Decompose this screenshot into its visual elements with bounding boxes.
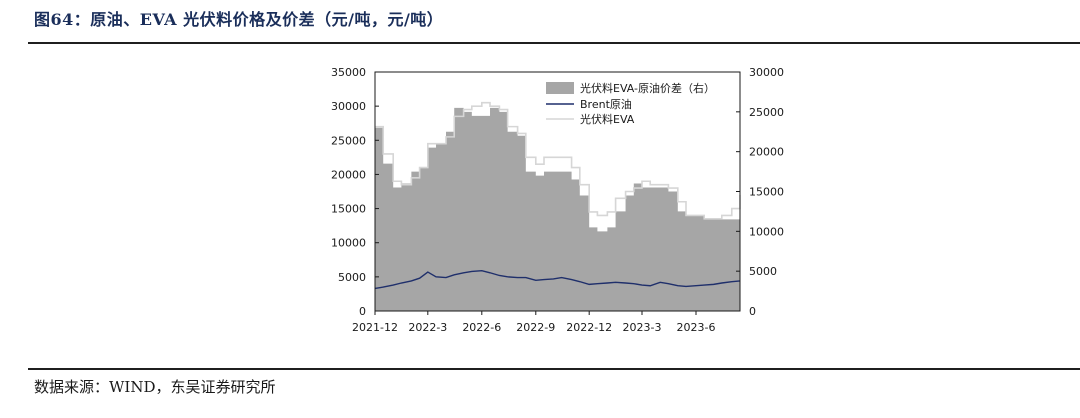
x-axis-tick-label: 2022-12 [566, 321, 612, 334]
eva-price-line [375, 101, 741, 220]
left-axis-tick-label: 0 [359, 305, 366, 318]
right-axis-tick-label: 0 [749, 305, 756, 318]
right-axis-tick-label: 10000 [749, 225, 784, 238]
left-axis-tick-label: 10000 [331, 237, 366, 250]
left-axis-tick-label: 25000 [331, 134, 366, 147]
x-axis-tick-label: 2021-12 [352, 321, 398, 334]
right-axis-tick-label: 5000 [749, 265, 777, 278]
left-axis-tick-label: 30000 [331, 100, 366, 113]
bottom-rule [28, 368, 1080, 370]
legend-label-spread: 光伏料EVA-原油价差（右） [580, 81, 715, 95]
right-axis-tick-label: 20000 [749, 146, 784, 159]
right-axis-tick-label: 25000 [749, 106, 784, 119]
left-axis-tick-label: 35000 [331, 66, 366, 79]
source-note: 数据来源：WIND，东吴证券研究所 [34, 378, 276, 396]
left-axis-tick-label: 20000 [331, 168, 366, 181]
right-axis-tick-label: 15000 [749, 186, 784, 199]
figure-title: 图64：原油、EVA 光伏料价格及价差（元/吨，元/吨） [34, 10, 444, 29]
spread-area [375, 107, 740, 311]
x-axis-tick-label: 2022-9 [516, 321, 555, 334]
legend-label-eva: 光伏料EVA [580, 112, 635, 126]
left-axis-tick-label: 5000 [338, 271, 366, 284]
legend-label-brent: Brent原油 [580, 97, 632, 111]
x-axis-tick-label: 2022-6 [462, 321, 501, 334]
left-axis-tick-label: 15000 [331, 203, 366, 216]
top-rule [28, 42, 1080, 44]
x-axis-tick-label: 2023-6 [677, 321, 716, 334]
x-axis-tick-label: 2022-3 [408, 321, 447, 334]
x-axis-tick-label: 2023-3 [623, 321, 662, 334]
right-axis-tick-label: 30000 [749, 66, 784, 79]
legend-swatch-spread [546, 82, 574, 94]
brent-price-line [374, 270, 741, 290]
